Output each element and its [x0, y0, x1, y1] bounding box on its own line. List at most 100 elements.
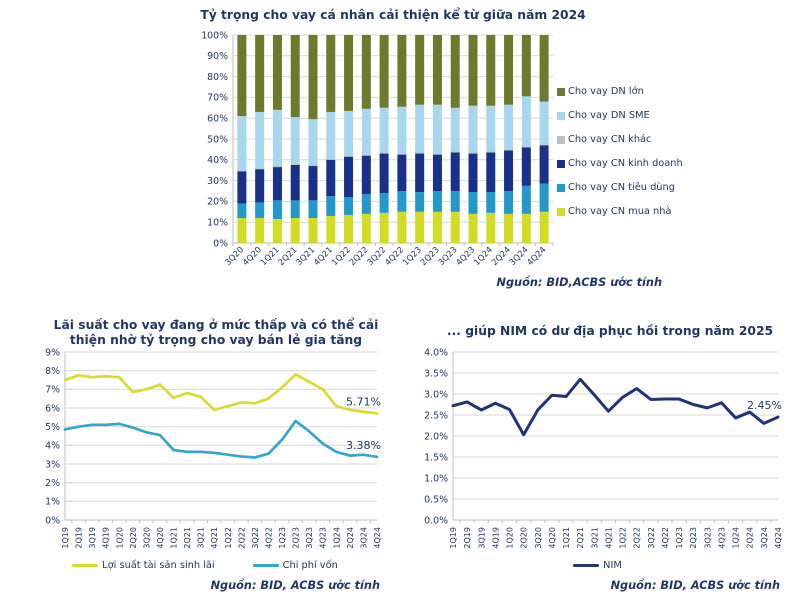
bar-segment: [468, 152, 478, 154]
y-tick-label: 8%: [45, 366, 60, 377]
bar-segment: [450, 151, 460, 153]
bar-segment: [486, 152, 496, 193]
bar-segment: [290, 218, 300, 243]
legend-item: Cho vay CN kinh doanh: [557, 158, 683, 169]
bar-segment: [504, 35, 514, 105]
y-tick-label: 3%: [45, 459, 60, 470]
x-tick-label: 2Q19: [75, 527, 84, 549]
x-tick-label: 4Q20: [240, 244, 263, 267]
x-tick-label: 1Q22: [224, 527, 233, 549]
x-axis: 3Q204Q201Q212Q213Q214Q211Q222Q223Q224Q22…: [223, 244, 548, 267]
bar-segment: [290, 200, 300, 219]
bar-segment: [379, 193, 389, 213]
bar-segment: [397, 35, 407, 107]
loan-mix-title: Tỷ trọng cho vay cá nhân cải thiện kể từ…: [200, 8, 586, 22]
y-tick-label: 20%: [207, 197, 228, 208]
bar-segment: [486, 192, 496, 213]
bar-segment: [539, 101, 549, 145]
legend-label: Cho vay CN tiêu dùng: [568, 182, 675, 193]
x-tick-label: 1Q20: [506, 527, 515, 549]
bar-segment: [308, 166, 318, 201]
nim-legend: NIM: [405, 560, 790, 571]
bar-segment: [361, 155, 371, 195]
x-tick-label: 4Q24: [373, 527, 382, 549]
x-tick-label: 4Q19: [491, 527, 500, 549]
bar-segment: [361, 108, 371, 155]
legend-item: Cho vay CN mua nhà: [557, 206, 683, 217]
annotation-label: 3.38%: [346, 439, 381, 452]
bar-segment: [237, 170, 247, 172]
bar-segment: [326, 196, 336, 216]
y-axis: 0% 10% 20% 30% 40% 50% 60% 70% 80% 90% 100%: [201, 30, 553, 249]
bar-segment: [486, 35, 496, 106]
x-tick-label: 2Q20: [520, 527, 529, 549]
x-tick-label: 4Q24: [774, 527, 783, 549]
bar-segment: [237, 35, 247, 117]
bar-segment: [415, 153, 425, 193]
bar-segment: [237, 171, 247, 204]
x-tick-label: 2Q22: [633, 527, 642, 549]
loan-mix-legend: Cho vay DN lớn Cho vay DN SME Cho vay CN k…: [557, 86, 683, 217]
bar-segment: [397, 211, 407, 243]
bars: [237, 35, 549, 243]
y-tick-label: 0.5%: [424, 494, 448, 505]
y-tick-label: 2.5%: [424, 410, 448, 421]
bar-segment: [255, 169, 265, 203]
bar-segment: [504, 213, 514, 243]
x-tick-label: 2Q23: [418, 244, 441, 267]
x-tick-label: 3Q21: [590, 527, 599, 549]
bar-segment: [539, 211, 549, 243]
y-tick-label: 2.0%: [424, 431, 448, 442]
bar-segment: [468, 153, 478, 193]
bar-segment: [468, 192, 478, 214]
bar-segment: [450, 211, 460, 243]
y-tick-label: 0%: [45, 515, 60, 526]
bar-segment: [379, 212, 389, 243]
y-tick-label: 5%: [45, 422, 60, 433]
x-tick-label: 2Q24: [489, 244, 512, 267]
x-tick-label: 1Q23: [675, 527, 684, 549]
bar-segment: [326, 111, 336, 159]
y-tick-label: 1.0%: [424, 473, 448, 484]
y-tick-label: 100%: [201, 30, 228, 41]
x-tick-label: 4Q21: [604, 527, 613, 549]
bar-segment: [344, 197, 354, 215]
x-ticks: [71, 520, 371, 523]
x-tick-label: 3Q22: [647, 527, 656, 549]
x-tick-label: 1Q24: [471, 244, 494, 267]
legend-item: Lợi suất tài sản sinh lãi: [72, 560, 215, 571]
x-tick-label: 2Q22: [347, 244, 370, 267]
bar-segment: [272, 167, 282, 201]
bar-segment: [326, 159, 336, 197]
x-tick-label: 4Q23: [454, 244, 477, 267]
x-tick-label: 4Q20: [548, 527, 557, 549]
x-tick-label: 4Q21: [210, 527, 219, 549]
bar-segment: [415, 35, 425, 105]
bar-segment: [308, 119, 318, 165]
y-tick-label: 60%: [207, 114, 228, 125]
bar-segment: [521, 35, 531, 97]
x-tick-label: 3Q24: [507, 244, 530, 267]
bar-segment: [397, 106, 407, 154]
x-tick-label: 3Q22: [251, 527, 260, 549]
x-tick-label: 2Q21: [276, 244, 299, 267]
bar-segment: [397, 154, 407, 191]
x-tick-label: 1Q24: [732, 527, 741, 549]
bar-segment: [237, 116, 247, 171]
y-axis: 0.0% 0.5% 1.0% 1.5% 2.0% 2.5% 3.0% 3.5% 4.0%: [424, 347, 778, 526]
bar-segment: [255, 35, 265, 112]
x-tick-label: 1Q20: [115, 527, 124, 549]
nim-source: Nguồn: BID, ACBS ước tính: [610, 579, 780, 592]
legend-label: Chi phí vốn: [282, 560, 338, 571]
annotation-label: 2.45%: [747, 399, 782, 412]
legend-label: Cho vay DN SME: [568, 110, 650, 121]
legend-color-swatch: [557, 207, 565, 216]
x-tick-label: 3Q24: [760, 527, 769, 549]
y-tick-label: 1%: [45, 497, 60, 508]
bar-segment: [255, 168, 265, 170]
bar-segment: [361, 194, 371, 214]
bar-segment: [521, 146, 531, 148]
nim-line-chart: 0.0% 0.5% 1.0% 1.5% 2.0% 2.5% 3.0% 3.5% 4.0% 2.45…: [424, 347, 783, 549]
y-tick-label: 1.5%: [424, 452, 448, 463]
